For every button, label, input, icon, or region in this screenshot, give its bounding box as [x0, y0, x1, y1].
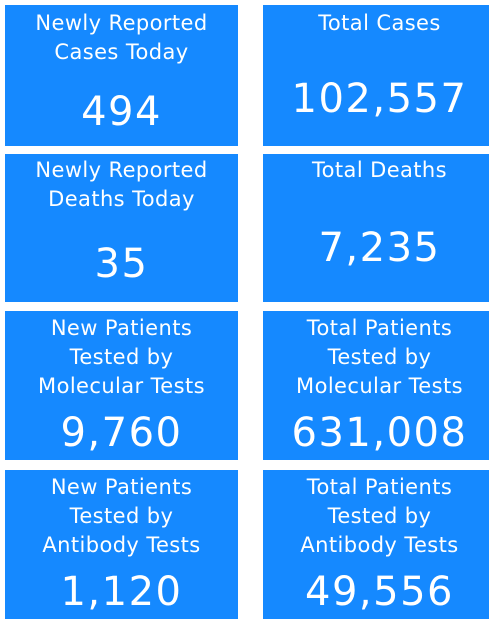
total-antibody-tests-value: 49,556: [305, 569, 454, 615]
total-deaths-value: 7,235: [318, 225, 441, 271]
new-cases-today-value: 494: [81, 89, 162, 135]
total-antibody-tests-label: Total Patients Tested by Antibody Tests: [300, 475, 459, 557]
new-molecular-tests-tile: New Patients Tested by Molecular Tests 9…: [5, 311, 238, 460]
new-antibody-tests-value: 1,120: [60, 569, 183, 615]
new-cases-today-label: Newly Reported Cases Today: [35, 11, 208, 64]
total-cases-value: 102,557: [291, 76, 468, 122]
total-antibody-tests-tile: Total Patients Tested by Antibody Tests …: [263, 470, 489, 619]
total-cases-tile: Total Cases 102,557: [263, 5, 489, 146]
new-deaths-today-value: 35: [94, 241, 149, 287]
new-cases-today-tile: Newly Reported Cases Today 494: [5, 5, 238, 146]
total-deaths-label: Total Deaths: [312, 158, 447, 182]
new-deaths-today-label: Newly Reported Deaths Today: [35, 158, 208, 211]
new-antibody-tests-tile: New Patients Tested by Antibody Tests 1,…: [5, 470, 238, 619]
new-antibody-tests-label: New Patients Tested by Antibody Tests: [42, 475, 201, 557]
new-deaths-today-tile: Newly Reported Deaths Today 35: [5, 154, 238, 302]
total-molecular-tests-tile: Total Patients Tested by Molecular Tests…: [263, 311, 489, 460]
new-molecular-tests-label: New Patients Tested by Molecular Tests: [38, 316, 205, 398]
total-molecular-tests-label: Total Patients Tested by Molecular Tests: [296, 316, 463, 398]
total-cases-label: Total Cases: [318, 11, 441, 35]
total-deaths-tile: Total Deaths 7,235: [263, 154, 489, 302]
total-molecular-tests-value: 631,008: [291, 410, 468, 456]
new-molecular-tests-value: 9,760: [60, 410, 183, 456]
